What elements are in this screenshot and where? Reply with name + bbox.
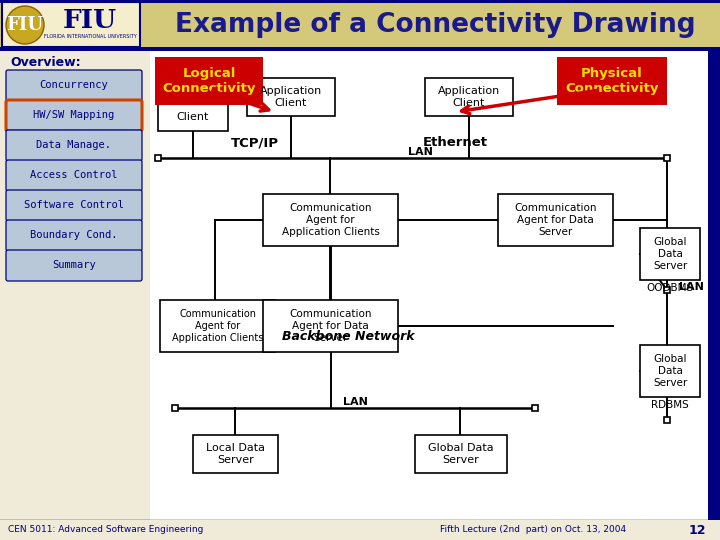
Text: CEN 5011: Advanced Software Engineering: CEN 5011: Advanced Software Engineering xyxy=(8,525,203,535)
Text: Global Data
Server: Global Data Server xyxy=(428,443,494,465)
Text: Global
Data
Server: Global Data Server xyxy=(653,238,687,271)
Text: Local Data
Server: Local Data Server xyxy=(206,443,265,465)
Bar xyxy=(532,405,538,411)
Text: Logical
Connectivity: Logical Connectivity xyxy=(162,67,256,95)
Text: LAN: LAN xyxy=(679,282,704,292)
Bar xyxy=(557,57,667,105)
Bar xyxy=(0,0,720,3)
Ellipse shape xyxy=(6,6,44,44)
Text: Communication
Agent for Data
Server: Communication Agent for Data Server xyxy=(289,309,372,342)
Text: Physical
Connectivity: Physical Connectivity xyxy=(565,67,659,95)
Text: 12: 12 xyxy=(688,523,706,537)
Bar xyxy=(155,155,161,161)
FancyBboxPatch shape xyxy=(6,160,142,191)
Bar xyxy=(0,47,720,51)
Bar xyxy=(247,78,335,116)
Text: Overview:: Overview: xyxy=(10,57,81,70)
Text: Example of a Connectivity Drawing: Example of a Connectivity Drawing xyxy=(175,12,696,38)
Bar xyxy=(193,435,278,473)
Bar xyxy=(708,50,720,520)
Text: FLORIDA INTERNATIONAL UNIVERSITY: FLORIDA INTERNATIONAL UNIVERSITY xyxy=(44,33,136,38)
Text: TCP/IP: TCP/IP xyxy=(231,137,279,150)
Text: Application
Client: Application Client xyxy=(438,86,500,108)
Bar xyxy=(0,520,720,540)
Text: Data Manage.: Data Manage. xyxy=(37,140,112,151)
FancyBboxPatch shape xyxy=(6,250,142,281)
Text: Software Control: Software Control xyxy=(24,200,124,211)
Bar xyxy=(158,103,228,131)
Text: Communication
Agent for Data
Server: Communication Agent for Data Server xyxy=(514,204,597,237)
FancyBboxPatch shape xyxy=(6,70,142,101)
Text: Summary: Summary xyxy=(52,260,96,271)
Bar xyxy=(160,300,275,352)
Bar xyxy=(155,57,263,105)
FancyBboxPatch shape xyxy=(6,130,142,161)
Bar xyxy=(425,78,513,116)
Bar xyxy=(664,287,670,293)
Bar xyxy=(172,405,178,411)
Text: Communication
Agent for
Application Clients: Communication Agent for Application Clie… xyxy=(172,309,264,342)
Text: LAN: LAN xyxy=(343,397,367,407)
Bar xyxy=(498,194,613,246)
Text: HW/SW Mapping: HW/SW Mapping xyxy=(33,111,114,120)
Bar xyxy=(664,155,670,161)
Text: Global
Data
Server: Global Data Server xyxy=(653,354,687,388)
FancyBboxPatch shape xyxy=(6,220,142,251)
Text: Access Control: Access Control xyxy=(30,171,118,180)
Text: Communication
Agent for
Application Clients: Communication Agent for Application Clie… xyxy=(282,204,379,237)
Text: RDBMS: RDBMS xyxy=(651,400,689,410)
Bar xyxy=(0,0,720,50)
Bar xyxy=(640,345,700,397)
Text: FIU: FIU xyxy=(6,16,44,34)
FancyBboxPatch shape xyxy=(6,190,142,221)
Bar xyxy=(0,50,148,540)
Text: Backbone Network: Backbone Network xyxy=(282,329,414,342)
Bar xyxy=(415,435,507,473)
Bar xyxy=(664,417,670,423)
Text: Fifth Lecture (2nd  part) on Oct. 13, 2004: Fifth Lecture (2nd part) on Oct. 13, 200… xyxy=(440,525,626,535)
Text: OODBMS: OODBMS xyxy=(647,283,693,293)
Text: Application
Client: Application Client xyxy=(260,86,322,108)
Bar xyxy=(263,300,398,352)
Bar xyxy=(2,2,140,47)
FancyBboxPatch shape xyxy=(6,100,142,131)
Text: LAN: LAN xyxy=(408,147,433,157)
Text: FIU: FIU xyxy=(63,8,117,32)
Bar xyxy=(150,50,720,520)
Bar xyxy=(640,228,700,280)
Bar xyxy=(263,194,398,246)
Text: Boundary Cond.: Boundary Cond. xyxy=(30,231,118,240)
Text: Ethernet: Ethernet xyxy=(423,137,487,150)
Text: Concurrency: Concurrency xyxy=(40,80,109,91)
Text: Client: Client xyxy=(177,112,210,122)
